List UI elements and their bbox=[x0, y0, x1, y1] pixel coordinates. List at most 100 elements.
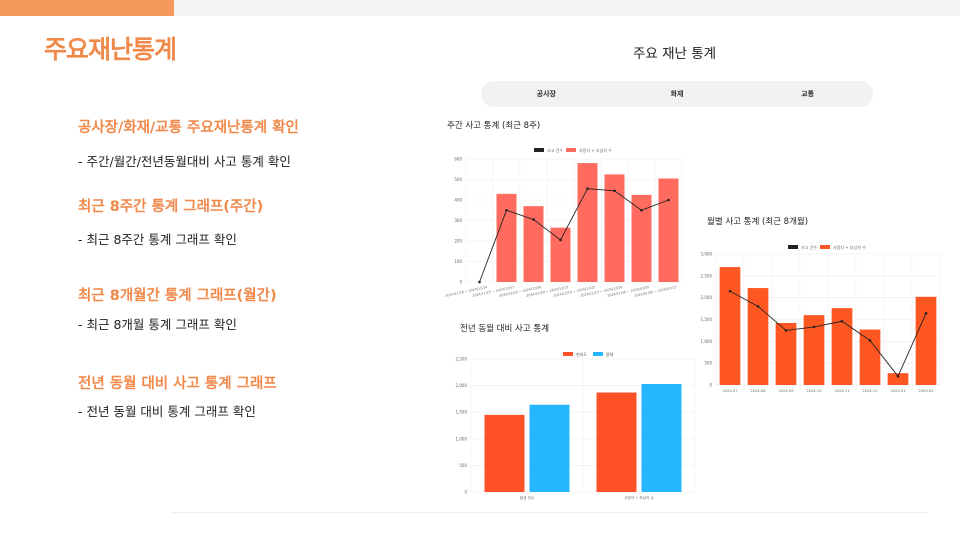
y-tick-label: 200 bbox=[454, 239, 462, 244]
section-heading-weekly: 최근 8주간 통계 그래프(주간) bbox=[78, 199, 264, 215]
tab-construction[interactable]: 공사장 bbox=[536, 90, 556, 98]
yoy-chart: 현재도 올해 0 500 1,000 1,500 2,000 2,500 발생 건수 사망자 + … bbox=[456, 351, 696, 500]
line-point bbox=[868, 339, 872, 342]
legend-swatch-prev bbox=[593, 352, 603, 356]
x-tick-label: 2024-11 bbox=[834, 389, 849, 393]
section-heading-monthly: 최근 8개월간 통계 그래프(월간) bbox=[78, 288, 277, 304]
legend-label: 사고 건수 bbox=[801, 244, 817, 250]
section-desc-monthly: - 최근 8개월 통계 그래프 확인 bbox=[78, 317, 237, 332]
y-tick-label: 2,500 bbox=[456, 357, 468, 362]
line-point bbox=[896, 374, 900, 378]
yoy-chart-title: 전년 동월 대비 사고 통계 bbox=[460, 324, 550, 334]
top-accent-bar bbox=[0, 0, 174, 16]
x-tick-label: 2024-07 bbox=[722, 389, 737, 393]
x-tick-label: 2024-12 bbox=[862, 389, 877, 393]
line-point bbox=[478, 280, 481, 284]
x-tick-label: 2025-02 bbox=[918, 389, 933, 393]
y-tick-label: 1,000 bbox=[456, 436, 468, 441]
line-point bbox=[613, 189, 616, 193]
tab-traffic[interactable]: 교통 bbox=[801, 90, 815, 98]
line-series bbox=[479, 188, 669, 283]
legend-swatch-line bbox=[534, 148, 544, 152]
y-tick-label: 1,000 bbox=[701, 339, 713, 344]
weekly-chart: 사고 건수 사망자 + 부상자 수01002003004005006002024/… bbox=[445, 147, 683, 298]
bar bbox=[496, 193, 517, 282]
y-tick-label: 0 bbox=[709, 383, 712, 388]
bar bbox=[631, 194, 652, 282]
slide-title: 주요재난통계 bbox=[44, 35, 177, 64]
tab-bar: 공사장 화재 교통 bbox=[481, 81, 873, 107]
weekly-chart-title: 주간 사고 통계 (최근 8주) bbox=[447, 121, 541, 131]
bar bbox=[604, 174, 625, 282]
bar bbox=[859, 329, 881, 385]
legend-swatch-line bbox=[788, 245, 798, 249]
bar bbox=[747, 288, 769, 385]
legend-swatch-bar bbox=[820, 245, 830, 249]
section-desc-yoy: - 전년 동월 대비 통계 그래프 확인 bbox=[78, 404, 256, 419]
y-tick-label: 1,500 bbox=[701, 317, 713, 322]
y-tick-label: 600 bbox=[454, 157, 462, 162]
bar bbox=[831, 308, 853, 385]
legend-label: 사망자 + 부상자 수 bbox=[833, 244, 866, 250]
top-bar bbox=[174, 0, 960, 16]
y-tick-label: 1,500 bbox=[456, 410, 468, 415]
line-series bbox=[729, 290, 927, 378]
monthly-chart-title: 월별 사고 통계 (최근 8개월) bbox=[707, 217, 809, 227]
bar bbox=[484, 414, 525, 492]
bar bbox=[887, 373, 909, 385]
line-point bbox=[784, 329, 788, 332]
bar bbox=[596, 392, 637, 492]
legend-label: 사고 건수 bbox=[547, 147, 563, 153]
line-point bbox=[728, 289, 732, 293]
line-point bbox=[667, 198, 670, 202]
y-tick-label: 2,000 bbox=[456, 383, 468, 388]
y-tick-label: 2,500 bbox=[701, 273, 713, 278]
line-point bbox=[924, 312, 928, 315]
bar bbox=[719, 267, 741, 385]
bar bbox=[523, 206, 544, 282]
legend-swatch-bar bbox=[566, 148, 576, 152]
x-tick-label: 2024-09 bbox=[778, 389, 794, 393]
y-tick-label: 300 bbox=[454, 218, 462, 223]
legend-label: 올해 bbox=[606, 351, 614, 357]
tab-fire[interactable]: 화재 bbox=[670, 90, 684, 98]
legend-label: 현재도 bbox=[576, 351, 587, 357]
line-point bbox=[640, 208, 643, 212]
bar bbox=[550, 227, 571, 282]
section-heading-yoy: 전년 동월 대비 사고 통계 그래프 bbox=[78, 376, 277, 392]
line-point bbox=[586, 187, 589, 191]
section-desc-weekly: - 최근 8주간 통계 그래프 확인 bbox=[78, 232, 237, 247]
x-tick-label: 발생 건수 bbox=[520, 495, 535, 500]
x-tick-label: 2024-08 bbox=[750, 389, 766, 393]
bar bbox=[775, 322, 797, 385]
bar bbox=[641, 384, 682, 492]
line-point bbox=[532, 218, 535, 221]
x-tick-label: 사망자 + 부상자 수 bbox=[624, 495, 654, 500]
y-tick-label: 500 bbox=[459, 463, 467, 468]
line-point bbox=[559, 238, 562, 242]
bar bbox=[803, 315, 825, 385]
y-tick-label: 3,000 bbox=[701, 252, 713, 257]
line-point bbox=[840, 319, 844, 323]
bar bbox=[658, 178, 679, 282]
section-desc-overview: - 주간/월간/전년동월대비 사고 통계 확인 bbox=[78, 154, 291, 169]
x-tick-label: 2024-10 bbox=[806, 389, 822, 393]
bar bbox=[915, 296, 937, 385]
section-heading-overview: 공사장/화재/교통 주요재난통계 확인 bbox=[78, 120, 299, 136]
y-tick-label: 0 bbox=[459, 280, 462, 285]
y-tick-label: 500 bbox=[454, 177, 462, 182]
y-tick-label: 0 bbox=[464, 490, 467, 495]
legend-swatch-current bbox=[563, 352, 573, 356]
monthly-chart: 사고 건수 사망자 + 부상자 수 0 500 1,000 1,500 2,000 2,500… bbox=[701, 244, 941, 393]
y-tick-label: 100 bbox=[454, 259, 462, 264]
line-point bbox=[756, 305, 760, 308]
panel-title: 주요 재난 통계 bbox=[633, 46, 717, 62]
bottom-divider bbox=[172, 512, 928, 513]
line-point bbox=[812, 325, 816, 329]
bar bbox=[529, 404, 570, 492]
legend-label: 사망자 + 부상자 수 bbox=[579, 147, 612, 153]
x-tick-label: 2025-01 bbox=[890, 389, 905, 393]
y-tick-label: 500 bbox=[704, 361, 712, 366]
y-tick-label: 2,000 bbox=[701, 295, 713, 300]
bar bbox=[577, 163, 598, 282]
